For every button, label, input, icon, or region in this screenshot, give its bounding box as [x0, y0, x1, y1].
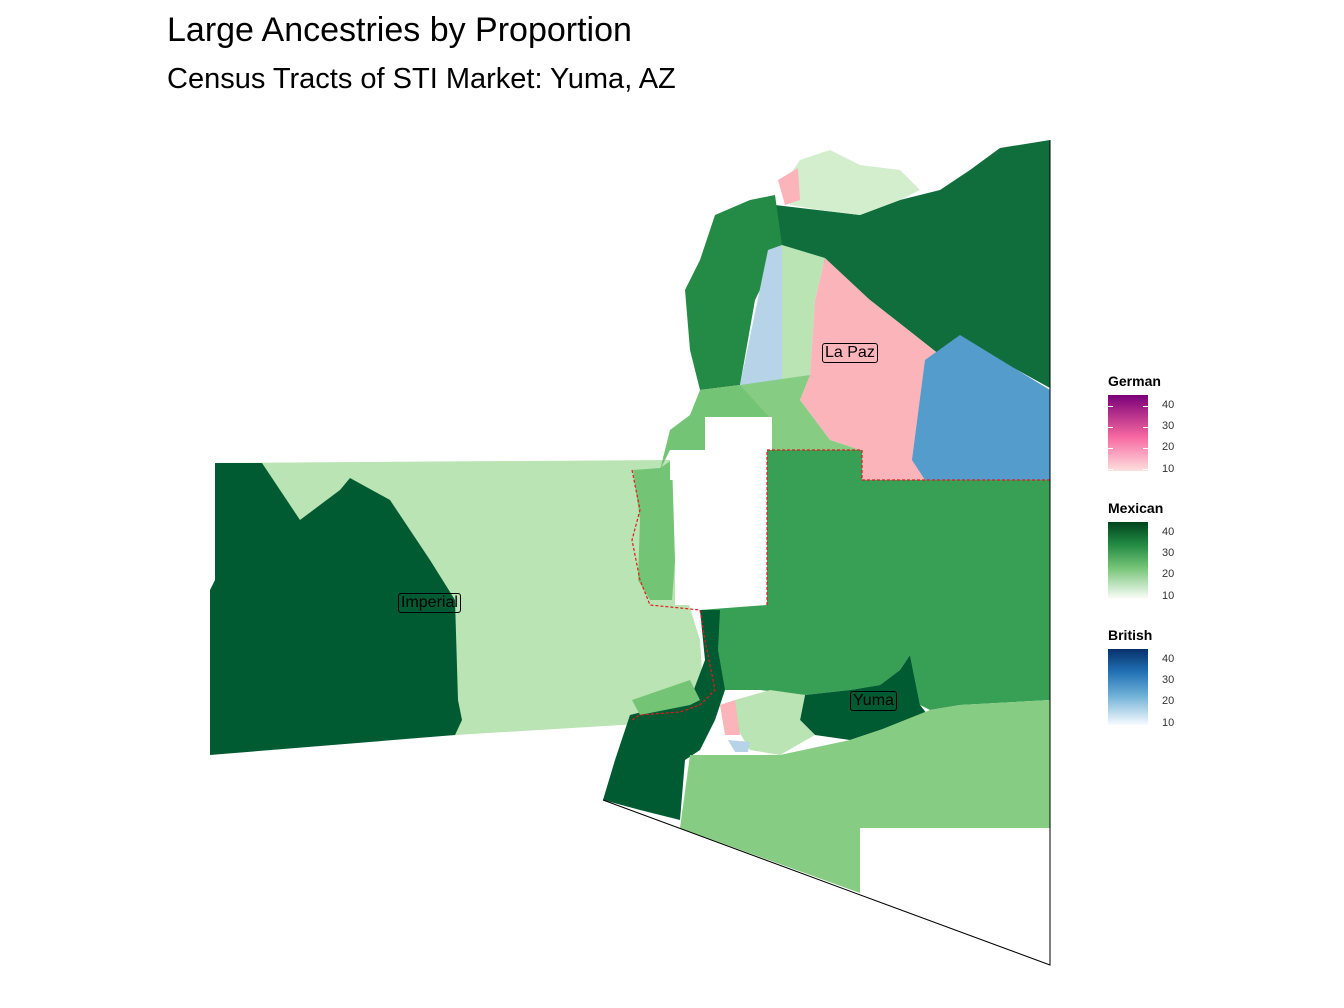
legend-tick: 30 [1162, 674, 1175, 686]
tract-yuma-dark-corridor[interactable] [603, 610, 725, 820]
tract-light-left[interactable] [660, 385, 770, 470]
legend-tick: 20 [1162, 568, 1175, 580]
tract-west-edge-light[interactable] [633, 460, 675, 600]
no-data-block-center [670, 450, 767, 605]
tract-pale-strip[interactable] [782, 245, 825, 380]
legend-tick: 40 [1162, 653, 1175, 665]
tract-yuma-blue[interactable] [728, 740, 750, 752]
legend-tick: 40 [1162, 526, 1175, 538]
tract-south-light[interactable] [680, 700, 1050, 893]
legend-german: German 40 30 20 10 [1108, 373, 1174, 475]
legend-title-british: British [1108, 627, 1153, 643]
tract-la-paz-pink[interactable] [800, 258, 940, 480]
tract-yuma-pale[interactable] [735, 690, 815, 755]
map-subtitle: Census Tracts of STI Market: Yuma, AZ [167, 63, 676, 95]
no-data-block-southeast [860, 828, 1050, 893]
county-label-yuma: Yuma [850, 691, 897, 711]
tract-yuma-medium[interactable] [700, 450, 1050, 710]
map-title: Large Ancestries by Proportion [167, 11, 632, 49]
no-data-block-north [705, 417, 772, 450]
legend-bar-german [1108, 395, 1148, 471]
county-boundary-lapaz [766, 449, 1050, 605]
tract-imperial-west[interactable] [210, 463, 462, 755]
legend-bar-mexican [1108, 522, 1148, 598]
legend-tick: 20 [1162, 695, 1175, 707]
legend-tick: 10 [1162, 463, 1175, 475]
legend-british: British 40 30 20 10 [1108, 627, 1174, 729]
legend-tick: 30 [1162, 420, 1175, 432]
legend-title-german: German [1108, 373, 1161, 389]
tract-blue-pale[interactable] [740, 245, 782, 385]
tract-yuma-pink[interactable] [720, 700, 740, 735]
county-label-la-paz: La Paz [822, 343, 878, 363]
legend-bar-british [1108, 649, 1148, 725]
legend-tick: 10 [1162, 590, 1175, 602]
legend-tick: 40 [1162, 399, 1175, 411]
legend-tick: 10 [1162, 717, 1175, 729]
legend-title-mexican: Mexican [1108, 500, 1164, 516]
county-boundary-imperial [631, 469, 716, 721]
tract-north-dark[interactable] [775, 140, 1050, 388]
legend-tick: 20 [1162, 441, 1175, 453]
legend-mexican: Mexican 40 30 20 10 [1108, 500, 1174, 602]
tract-yuma-city-dark[interactable] [800, 655, 928, 740]
tract-north-pink-small[interactable] [778, 168, 800, 205]
county-label-imperial: Imperial [398, 593, 461, 613]
legend-tick: 30 [1162, 547, 1175, 559]
tract-north-palest[interactable] [790, 150, 920, 215]
tract-british-mid[interactable] [912, 335, 1050, 480]
tract-river-west[interactable] [685, 195, 782, 390]
tract-imperial-edge-light[interactable] [632, 680, 700, 715]
